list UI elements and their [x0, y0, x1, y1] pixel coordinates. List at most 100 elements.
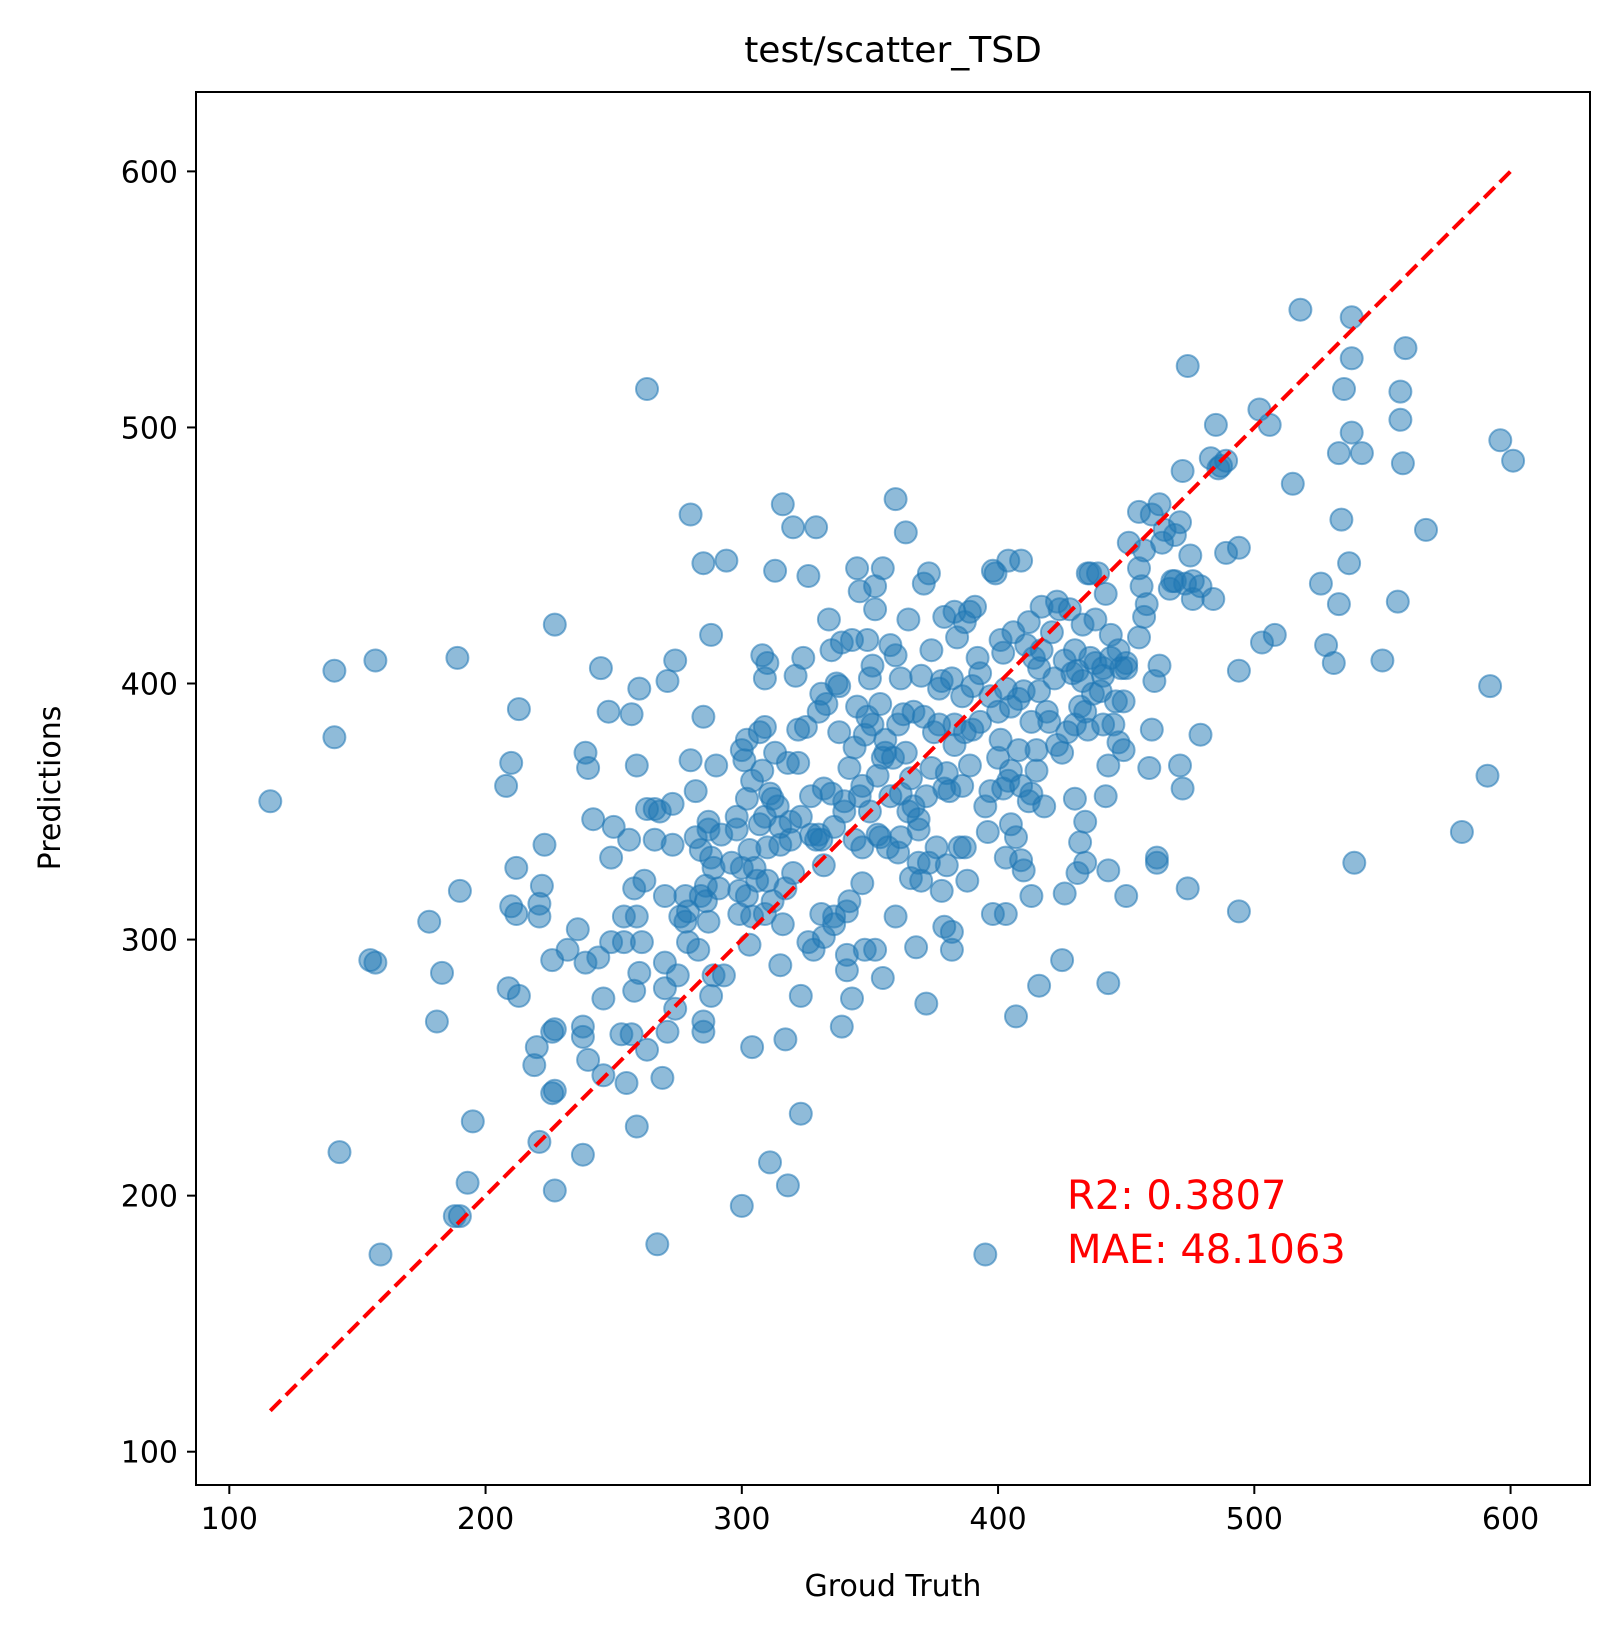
data-point: [506, 983, 531, 1008]
data-point: [1073, 809, 1098, 834]
data-point: [893, 740, 918, 765]
data-point: [660, 832, 685, 857]
data-point: [532, 832, 557, 857]
data-point: [1168, 753, 1192, 778]
data-point: [1050, 740, 1075, 765]
data-point: [363, 950, 388, 975]
data-point: [934, 853, 959, 878]
data-point: [706, 876, 731, 901]
data-point: [445, 645, 470, 670]
data-point: [963, 594, 987, 619]
data-point: [1349, 441, 1374, 466]
data-point: [939, 666, 964, 691]
data-point: [1096, 858, 1121, 883]
data-point: [827, 720, 852, 745]
data-point: [581, 807, 606, 832]
data-point: [1478, 674, 1503, 699]
data-point: [888, 666, 913, 691]
data-point: [650, 1065, 675, 1090]
data-point: [527, 904, 552, 929]
data-point: [635, 1037, 659, 1062]
data-point: [322, 725, 347, 750]
data-point: [773, 1027, 798, 1052]
x-tick-label: 400: [969, 1502, 1026, 1537]
data-point: [1203, 412, 1228, 437]
x-tick-label: 600: [1482, 1502, 1539, 1537]
data-point: [1004, 825, 1028, 850]
data-point: [576, 756, 601, 780]
y-tick-label: 600: [121, 155, 178, 190]
data-point: [588, 656, 613, 681]
data-point: [883, 643, 908, 668]
data-point: [991, 640, 1016, 665]
data-point: [850, 871, 875, 896]
data-point: [1147, 492, 1172, 517]
data-point: [740, 1035, 765, 1060]
data-point: [973, 1242, 998, 1267]
data-point: [1096, 971, 1121, 996]
data-point: [565, 917, 590, 942]
data-point: [950, 773, 975, 798]
points-layer: [258, 297, 1526, 1267]
data-point: [770, 912, 795, 937]
data-point: [1280, 471, 1305, 496]
data-point: [570, 1142, 595, 1167]
data-point: [591, 986, 616, 1011]
data-point: [665, 963, 690, 988]
data-point: [1170, 459, 1195, 483]
data-point: [729, 1193, 754, 1218]
data-point: [1011, 858, 1036, 883]
data-point: [850, 835, 875, 860]
data-point: [529, 873, 554, 898]
data-point: [555, 937, 580, 962]
data-point: [837, 889, 862, 914]
data-point: [1004, 1004, 1028, 1029]
data-point: [1226, 899, 1251, 924]
data-point: [1068, 830, 1093, 855]
data-point: [645, 1232, 670, 1257]
data-point: [834, 958, 859, 983]
data-point: [632, 868, 657, 893]
data-point: [1342, 850, 1367, 875]
data-point: [460, 1109, 485, 1134]
data-point: [768, 953, 793, 978]
data-point: [1175, 876, 1200, 901]
data-point: [506, 697, 531, 722]
annotation-layer: R2: 0.3807 MAE: 48.1063: [1067, 1173, 1346, 1273]
y-tick-label: 100: [121, 1436, 178, 1471]
data-point: [652, 884, 677, 908]
data-point: [929, 878, 954, 903]
data-point: [1111, 738, 1136, 763]
data-point: [1024, 758, 1049, 783]
data-point: [1127, 625, 1151, 650]
data-point: [619, 702, 644, 727]
chart-title: test/scatter_TSD: [744, 30, 1042, 71]
data-point: [1027, 679, 1052, 704]
data-point: [952, 835, 977, 860]
data-point: [863, 597, 888, 622]
data-point: [939, 919, 964, 944]
data-point: [781, 861, 806, 885]
data-point: [988, 727, 1013, 752]
reference-line-layer: [268, 167, 1515, 1413]
data-point: [363, 648, 388, 673]
data-point: [1137, 756, 1162, 780]
data-point: [1393, 336, 1418, 361]
data-point: [1388, 379, 1413, 404]
data-point: [868, 692, 893, 716]
data-point: [1170, 776, 1195, 801]
data-point: [596, 699, 621, 724]
data-point: [691, 1009, 716, 1034]
y-axis-label: Predictions: [33, 706, 68, 871]
data-point: [699, 983, 724, 1008]
data-point: [504, 902, 529, 926]
data-point: [1226, 535, 1251, 560]
data-point: [775, 1173, 800, 1198]
data-point: [678, 502, 703, 527]
data-point: [699, 622, 724, 647]
r2-annotation: R2: 0.3807: [1067, 1173, 1286, 1219]
data-point: [617, 827, 642, 852]
data-point: [624, 753, 649, 778]
data-point: [1214, 448, 1239, 473]
data-point: [1332, 377, 1356, 401]
